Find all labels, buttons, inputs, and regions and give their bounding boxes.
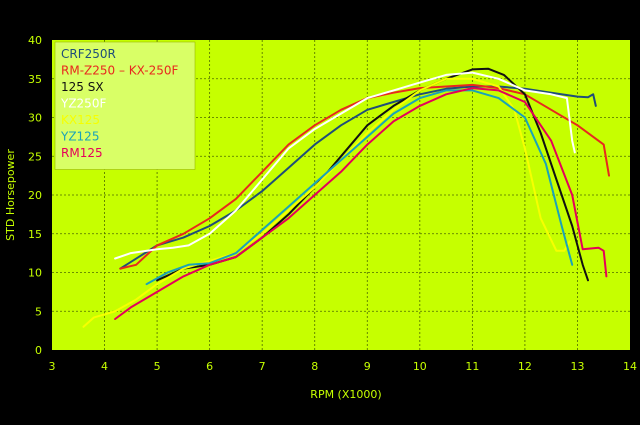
legend-entry: 125 SX [61,80,104,94]
x-tick-label: 4 [101,360,108,373]
y-tick-label: 10 [28,267,42,280]
series-line [114,87,608,320]
y-axis-title: STD Horsepower [4,149,17,241]
series-line [114,71,576,260]
series-line [145,89,574,286]
series-line [82,77,571,328]
x-tick-label: 9 [364,360,371,373]
series-line [119,85,597,270]
legend-entry: YZ250F [60,97,106,111]
y-tick-label: 15 [28,228,42,241]
y-tick-label: 30 [28,112,42,125]
y-tick-label: 25 [28,150,42,163]
y-tick-label: 40 [28,34,42,47]
x-tick-label: 6 [206,360,213,373]
y-tick-label: 35 [28,73,42,86]
x-tick-label: 13 [570,360,584,373]
tick-labels: 3 4 5 6 7 8 9 10 11 12 13 14 0 5 10 15 20 25 30 35 40 [28,34,637,373]
legend-box [54,41,196,170]
x-tick-label: 5 [154,360,161,373]
legend-entry: CRF250R [61,47,116,61]
x-tick-label: 7 [259,360,266,373]
legend-entry: RM-Z250 – KX-250F [61,64,179,78]
legend: CRF250R RM-Z250 – KX-250F 125 SX YZ250F KX12… [54,41,196,170]
x-tick-label: 8 [311,360,318,373]
x-tick-label: 10 [413,360,427,373]
legend-entry: RM125 [61,146,103,160]
legend-entry: KX125 [61,113,100,127]
x-tick-label: 12 [518,360,532,373]
series-lines [82,67,610,328]
x-tick-label: 14 [623,360,637,373]
y-tick-label: 0 [35,344,42,357]
x-tick-label: 3 [49,360,56,373]
y-tick-label: 5 [35,305,42,318]
y-tick-label: 20 [28,189,42,202]
legend-entry: YZ125 [60,130,99,144]
x-axis-title: RPM (X1000) [310,388,381,401]
x-tick-label: 11 [465,360,479,373]
